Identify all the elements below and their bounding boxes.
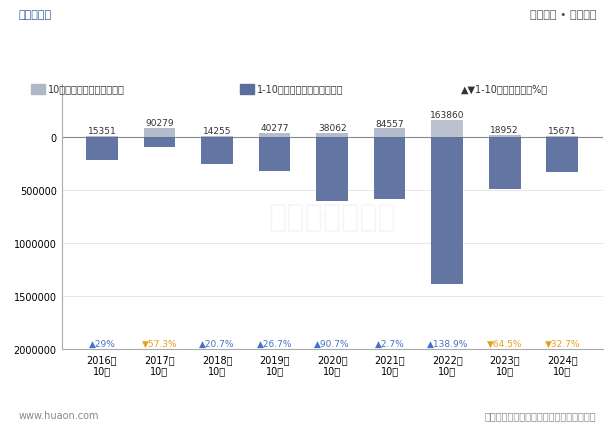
- Text: ▼32.7%: ▼32.7%: [544, 340, 580, 348]
- Text: 2016-2024年10月镇江综合保税区进出口总额: 2016-2024年10月镇江综合保税区进出口总额: [166, 46, 449, 65]
- Text: ▲26.7%: ▲26.7%: [257, 340, 292, 348]
- Text: 10月进出口总额（千美元）: 10月进出口总额（千美元）: [48, 84, 125, 95]
- Bar: [31, 84, 45, 95]
- Text: 数据来源：中国海关，华经产业研究院整理: 数据来源：中国海关，华经产业研究院整理: [485, 410, 597, 420]
- Text: ▲20.7%: ▲20.7%: [199, 340, 235, 348]
- Text: ▲90.7%: ▲90.7%: [314, 340, 350, 348]
- Text: 211584: 211584: [85, 164, 119, 173]
- Text: 40277: 40277: [260, 124, 289, 133]
- Text: 90279: 90279: [145, 151, 174, 160]
- Bar: [374, 138, 405, 199]
- Text: ▲138.9%: ▲138.9%: [426, 340, 468, 348]
- Text: 492271: 492271: [488, 193, 522, 202]
- Text: ▼57.3%: ▼57.3%: [141, 340, 177, 348]
- Text: 1385435: 1385435: [427, 288, 467, 296]
- Bar: [86, 136, 117, 138]
- Text: 331278: 331278: [545, 176, 579, 185]
- Bar: [259, 138, 290, 172]
- Text: 14255: 14255: [203, 127, 231, 135]
- Text: ▲▼1-10月同比增速（%）: ▲▼1-10月同比增速（%）: [461, 84, 548, 95]
- Bar: [547, 136, 578, 138]
- Bar: [201, 136, 233, 138]
- Text: ▲2.7%: ▲2.7%: [375, 340, 405, 348]
- Bar: [489, 136, 520, 138]
- Bar: [431, 138, 463, 285]
- Text: ▲29%: ▲29%: [89, 340, 116, 348]
- Bar: [144, 129, 175, 138]
- Bar: [259, 134, 290, 138]
- Text: 华经情报网: 华经情报网: [18, 10, 52, 20]
- Text: 专业严谨 • 客观科学: 专业严谨 • 客观科学: [530, 10, 597, 20]
- Text: 84557: 84557: [375, 119, 404, 128]
- Bar: [86, 138, 117, 160]
- Text: 18952: 18952: [490, 126, 519, 135]
- Text: 1-10月进出口总额（千美元）: 1-10月进出口总额（千美元）: [257, 84, 344, 95]
- Bar: [201, 138, 233, 164]
- Text: 华经产业研究院: 华经产业研究院: [268, 203, 396, 232]
- Text: 15351: 15351: [87, 127, 116, 135]
- Text: 249999: 249999: [200, 167, 234, 177]
- Text: 604413: 604413: [315, 205, 349, 214]
- Bar: [489, 138, 520, 190]
- Text: 579889: 579889: [373, 202, 407, 211]
- Bar: [144, 138, 175, 147]
- Bar: [316, 138, 348, 202]
- Bar: [240, 84, 254, 95]
- Text: 15671: 15671: [548, 127, 577, 135]
- Bar: [316, 134, 348, 138]
- Bar: [431, 121, 463, 138]
- Text: ▼64.5%: ▼64.5%: [487, 340, 523, 348]
- Bar: [374, 129, 405, 138]
- Text: 163860: 163860: [430, 111, 464, 120]
- Text: www.huaon.com: www.huaon.com: [18, 410, 99, 420]
- Text: 38062: 38062: [318, 124, 346, 133]
- Bar: [547, 138, 578, 173]
- Text: 316934: 316934: [257, 175, 292, 184]
- Text: 90279: 90279: [145, 119, 174, 128]
